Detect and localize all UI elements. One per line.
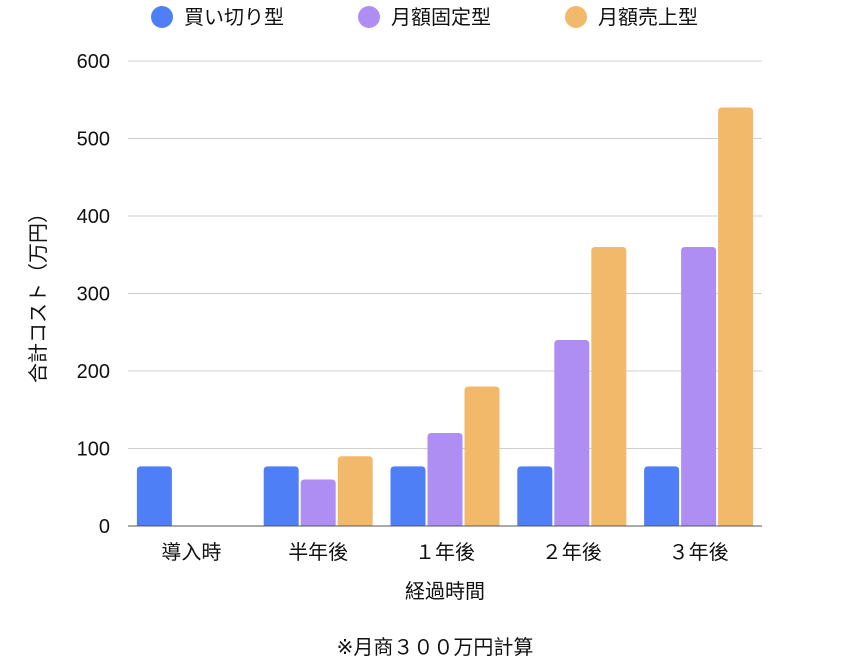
legend-swatch — [565, 6, 587, 28]
y-tick-label: 600 — [77, 51, 110, 73]
y-tick-label: 400 — [77, 206, 110, 228]
legend-label: 月額売上型 — [598, 5, 698, 29]
bar — [263, 466, 299, 526]
bars — [136, 107, 754, 526]
y-tick-label: 0 — [99, 516, 110, 538]
x-tick-label: １年後 — [415, 540, 475, 564]
y-tick-label: 100 — [77, 439, 110, 461]
x-tick-labels: 導入時 半年後 １年後 ２年後 ３年後 — [161, 540, 728, 564]
bar — [681, 247, 717, 526]
legend-label: 月額固定型 — [391, 5, 491, 29]
x-tick-label: ２年後 — [542, 540, 602, 564]
bar — [300, 479, 336, 526]
bar — [644, 466, 680, 526]
x-tick-label: 導入時 — [161, 540, 221, 564]
gridlines — [128, 60, 762, 449]
legend-item: 月額売上型 — [565, 5, 698, 29]
x-axis-title: 経過時間 — [405, 579, 485, 603]
bar — [390, 466, 426, 526]
legend-item: 月額固定型 — [358, 5, 491, 29]
legend: 買い切り型 月額固定型 月額売上型 — [151, 5, 698, 29]
bar — [718, 107, 754, 526]
y-tick-label: 500 — [77, 129, 110, 151]
x-tick-label: 半年後 — [288, 540, 348, 564]
bar — [464, 386, 500, 526]
bar — [591, 247, 627, 526]
bar — [136, 466, 172, 526]
bar — [427, 433, 463, 526]
legend-swatch — [151, 6, 173, 28]
bar — [337, 456, 373, 526]
y-tick-labels: 0 100 200 300 400 500 600 — [77, 51, 110, 538]
legend-label: 買い切り型 — [184, 5, 284, 29]
y-axis-title: 合計コスト（万円） — [26, 203, 50, 383]
y-tick-label: 200 — [77, 361, 110, 383]
legend-item: 買い切り型 — [151, 5, 284, 29]
bar — [554, 340, 590, 526]
legend-swatch — [358, 6, 380, 28]
y-tick-label: 300 — [77, 284, 110, 306]
x-tick-label: ３年後 — [669, 540, 729, 564]
footnote: ※月商３００万円計算 — [337, 635, 534, 659]
bar — [517, 466, 553, 526]
